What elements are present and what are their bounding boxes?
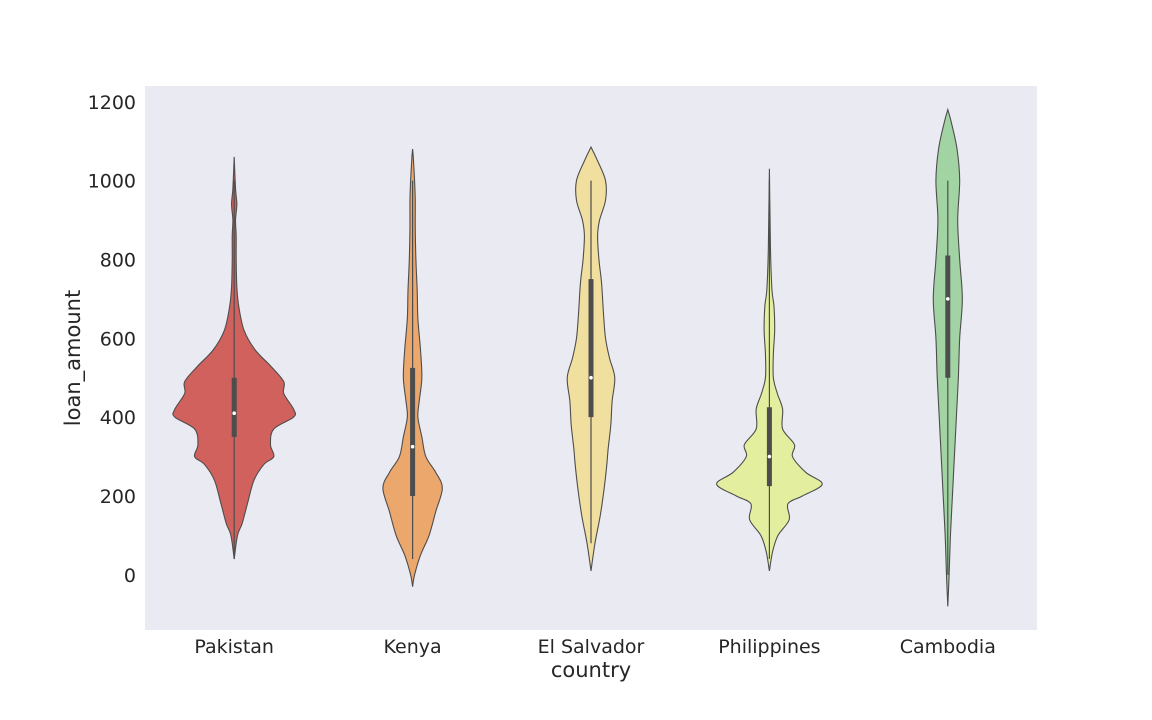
violins-layer — [172, 107, 963, 607]
y-tick-label: 400 — [100, 407, 136, 429]
y-tick-label: 600 — [100, 328, 136, 350]
x-axis-label: country — [551, 658, 631, 682]
y-tick-label: 0 — [124, 565, 136, 587]
x-tick-label: Kenya — [384, 636, 442, 658]
violin-median — [410, 444, 415, 449]
y-tick-label: 200 — [100, 486, 136, 508]
x-ticks: Pakistan Kenya El Salvador Philippines Cambo… — [194, 636, 995, 658]
violin-median — [767, 454, 772, 459]
x-tick-label: Philippines — [718, 636, 820, 658]
y-axis-label: loan_amount — [61, 290, 86, 426]
x-tick-label: Cambodia — [900, 636, 996, 658]
y-ticks: 0 200 400 600 800 1000 1200 — [88, 92, 136, 587]
x-tick-label: El Salvador — [538, 636, 645, 658]
y-tick-label: 1200 — [88, 92, 136, 114]
y-tick-label: 1000 — [88, 171, 136, 193]
violin-median — [232, 411, 236, 415]
y-tick-label: 800 — [100, 249, 136, 271]
violin-median — [946, 297, 950, 301]
violin-median — [589, 375, 593, 380]
x-tick-label: Pakistan — [194, 636, 274, 658]
